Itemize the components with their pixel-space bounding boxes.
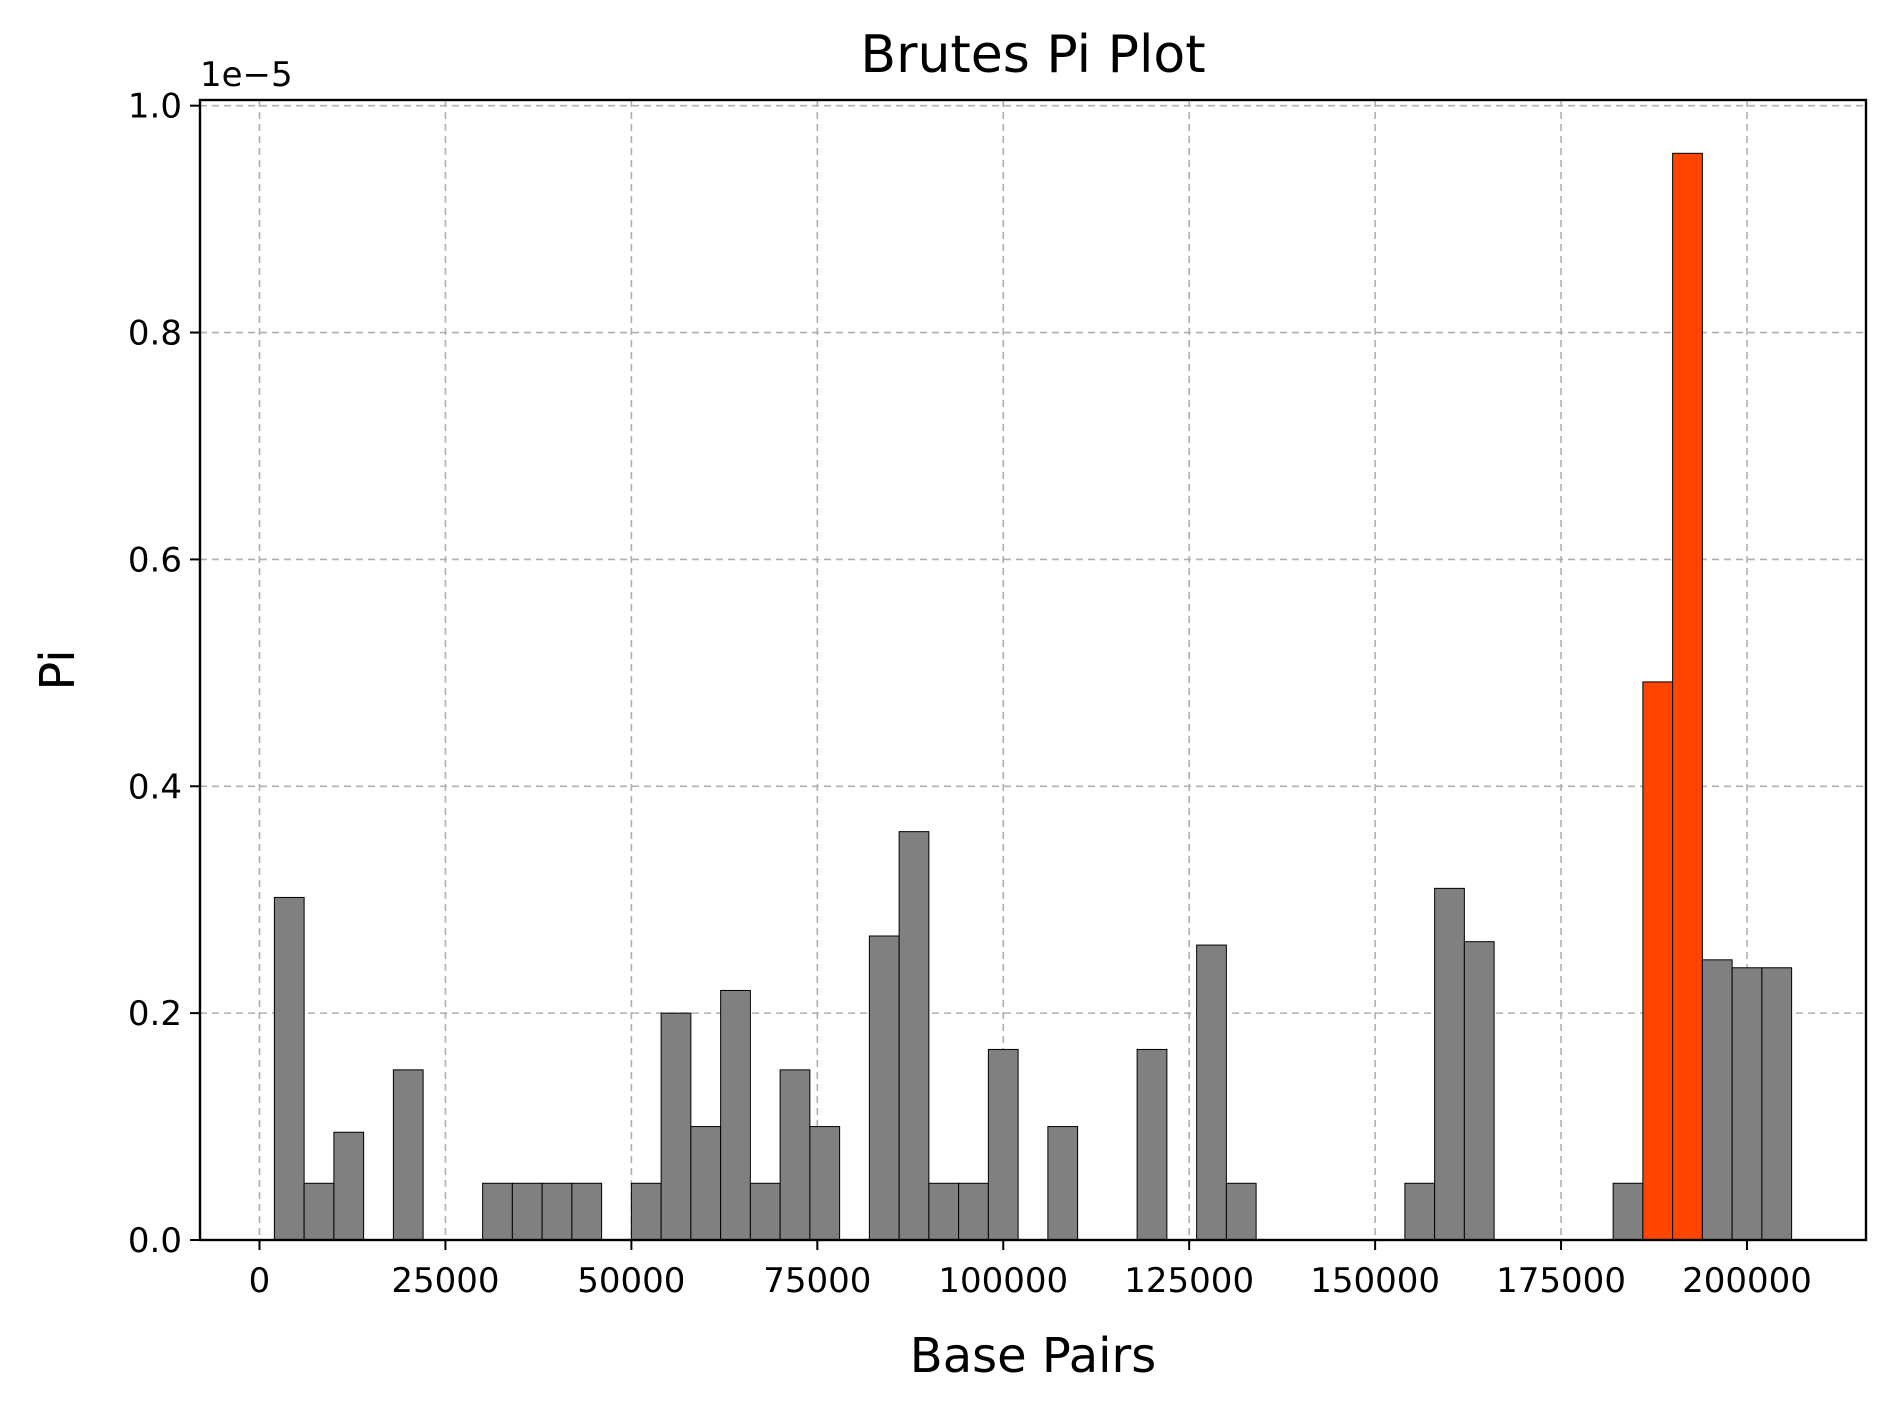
data-bar (1612, 1182, 1644, 1241)
chart-title: Brutes Pi Plot (860, 25, 1205, 85)
x-axis-label: Base Pairs (910, 1328, 1156, 1384)
data-bar (482, 1182, 513, 1241)
x-tick-label: 75000 (763, 1261, 871, 1301)
data-bar (809, 1126, 841, 1241)
data-bar (1463, 941, 1495, 1241)
x-tick-label: 125000 (1124, 1261, 1254, 1301)
data-bar (1434, 887, 1465, 1241)
highlight-bar (1642, 681, 1674, 1241)
x-tick-label: 150000 (1310, 1261, 1440, 1301)
y-tick-label: 0.8 (128, 314, 182, 354)
x-tick-label: 25000 (391, 1261, 499, 1301)
axis-ticks: 0 25000 50000 75000 100000 125000 150000 175000… (128, 87, 1812, 1301)
data-bar (1136, 1048, 1168, 1241)
y-axis-label: Pi (30, 649, 86, 690)
data-bar (273, 896, 305, 1241)
data-bar (690, 1126, 722, 1241)
data-bar (779, 1069, 811, 1241)
data-bar (720, 989, 751, 1241)
data-bar (898, 831, 930, 1241)
y-tick-label: 0.2 (128, 994, 182, 1034)
data-bar (1047, 1126, 1079, 1241)
x-tick-label: 175000 (1496, 1261, 1626, 1301)
data-bar (1731, 967, 1763, 1241)
x-tick-label: 0 (249, 1261, 271, 1301)
y-tick-label: 0.4 (128, 767, 182, 807)
bars (273, 152, 1793, 1241)
data-bar (958, 1182, 989, 1241)
data-bar (511, 1182, 543, 1241)
data-bar (1225, 1182, 1257, 1241)
data-bar (987, 1048, 1019, 1241)
y-offset-label: 1e−5 (200, 55, 293, 95)
highlight-bar (1672, 152, 1703, 1241)
data-bar (303, 1182, 335, 1241)
data-bar (660, 1012, 692, 1241)
data-bar (1701, 959, 1733, 1241)
y-tick-label: 0.6 (128, 540, 182, 580)
data-bar (1761, 967, 1793, 1241)
data-bar (571, 1182, 603, 1241)
grid-lines (200, 100, 1866, 1241)
x-tick-label: 200000 (1682, 1261, 1812, 1301)
plot-frame (198, 98, 1868, 1242)
x-tick-label: 50000 (577, 1261, 685, 1301)
data-bar (392, 1069, 424, 1241)
data-bar (868, 935, 900, 1241)
data-bar (333, 1131, 365, 1241)
y-tick-label: 0.0 (128, 1221, 182, 1261)
y-tick-label: 1.0 (128, 87, 182, 127)
data-bar (541, 1182, 573, 1241)
x-tick-label: 100000 (938, 1261, 1068, 1301)
data-bar (1404, 1182, 1436, 1241)
data-bar (630, 1182, 662, 1241)
data-bar (749, 1182, 781, 1241)
data-bar (1196, 944, 1227, 1241)
data-bar (928, 1182, 960, 1241)
